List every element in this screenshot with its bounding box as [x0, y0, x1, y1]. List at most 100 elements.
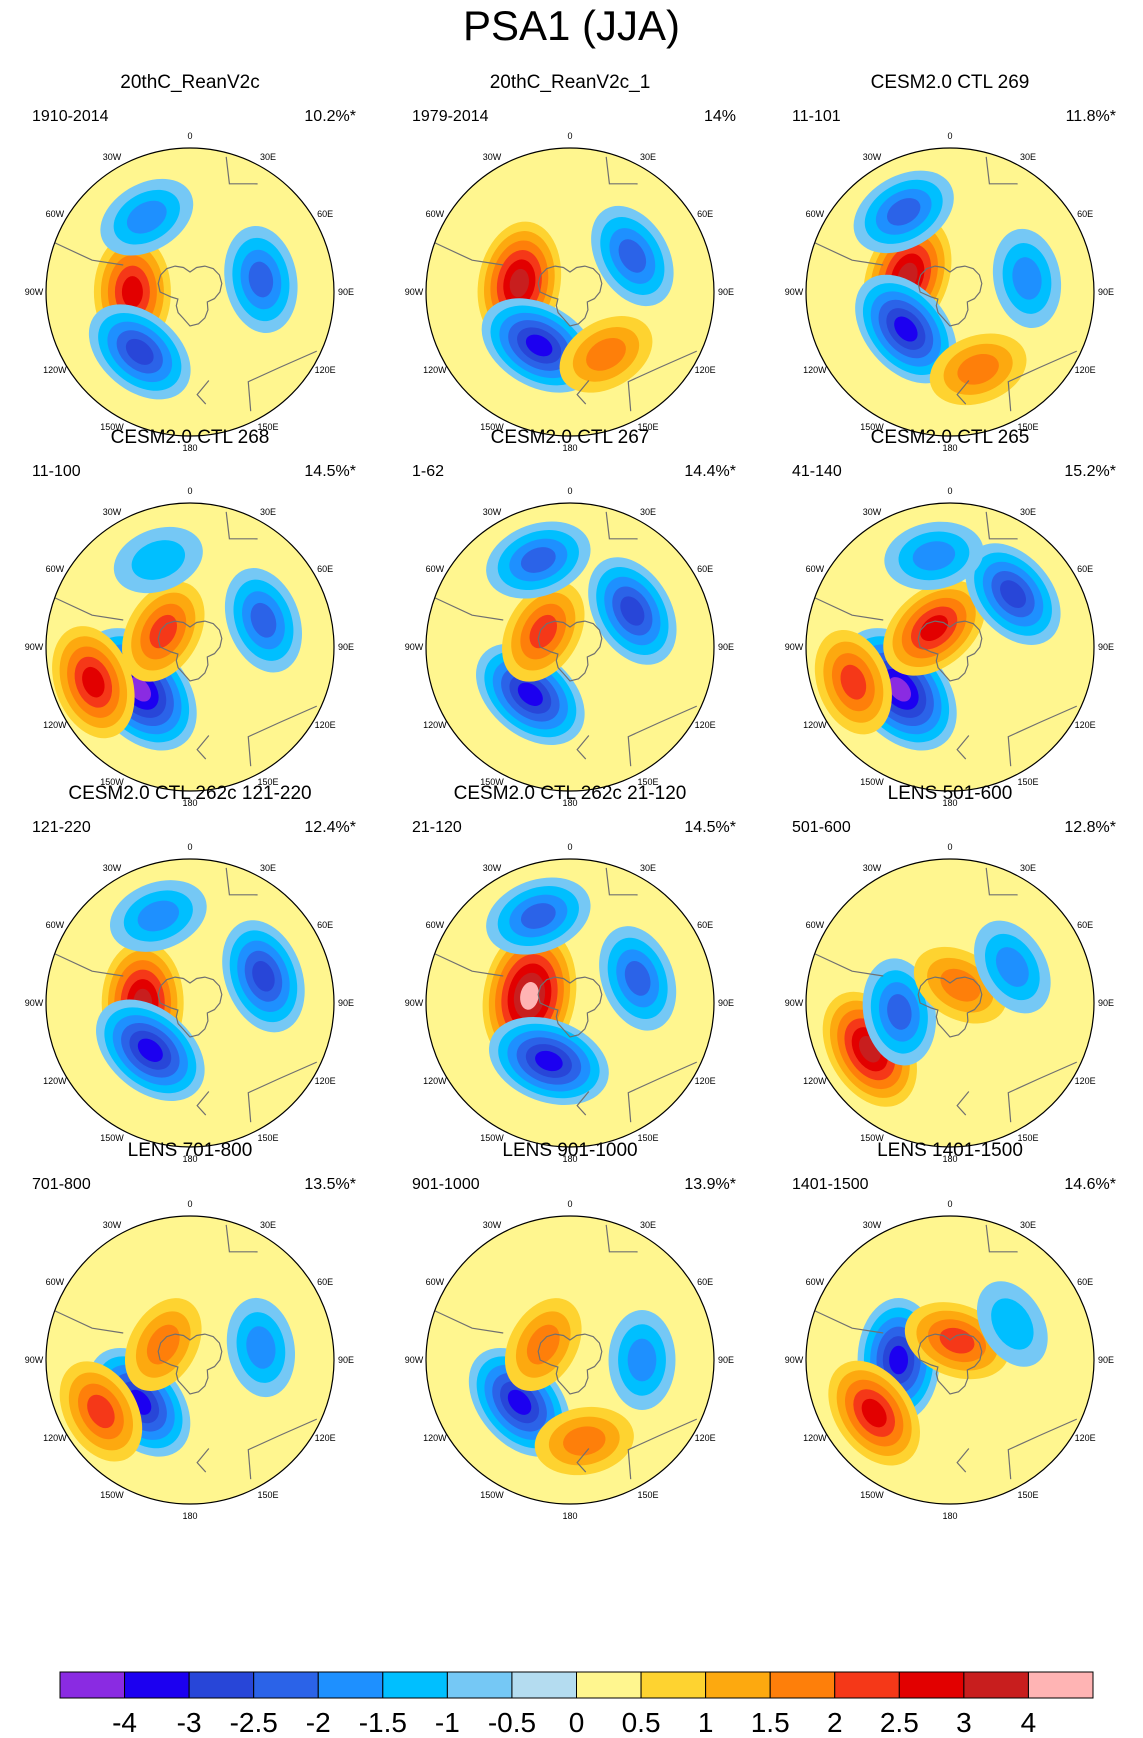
- map-panel: LENS 1401-1500 1401-1500 14.6%* 0 30E 60E 90E 1…: [770, 1140, 1130, 1540]
- longitude-label: 60W: [806, 1277, 825, 1287]
- longitude-label: 90W: [25, 998, 44, 1008]
- south-america-coastline: [814, 242, 884, 266]
- south-america-coastline: [434, 953, 504, 977]
- longitude-label: 0: [567, 131, 572, 141]
- longitude-label: 150E: [257, 1133, 278, 1143]
- contour-band: [520, 981, 539, 1010]
- longitude-label: 150E: [1017, 1133, 1038, 1143]
- colorbar-tick-label: -0.5: [488, 1707, 536, 1738]
- colorbar-swatch: [963, 1671, 1029, 1699]
- longitude-label: 30W: [103, 863, 122, 873]
- australia-coastline: [627, 1061, 698, 1123]
- panel-variance-percent: 12.8%*: [1064, 819, 1116, 836]
- longitude-label: 120W: [803, 1433, 827, 1443]
- longitude-label: 30W: [103, 507, 122, 517]
- longitude-label: 120E: [315, 1433, 336, 1443]
- panel-title: CESM2.0 CTL 265: [870, 427, 1030, 448]
- longitude-label: 60W: [806, 564, 825, 574]
- contour-band: [137, 900, 180, 932]
- longitude-label: 90E: [718, 1355, 734, 1365]
- longitude-label: 60W: [426, 1277, 445, 1287]
- longitude-label: 150E: [637, 1490, 658, 1500]
- longitude-label: 90W: [785, 642, 804, 652]
- south-america-coastline: [54, 953, 124, 977]
- longitude-label: 120E: [695, 1076, 716, 1086]
- longitude-label: 60E: [317, 209, 333, 219]
- panel-period: 1401-1500: [792, 1176, 869, 1193]
- longitude-label: 150W: [100, 1133, 124, 1143]
- panel-title: LENS 1401-1500: [877, 1140, 1023, 1161]
- longitude-label: 0: [947, 842, 952, 852]
- panel-variance-percent: 13.5%*: [304, 1176, 356, 1193]
- anomaly-center: [59, 1361, 143, 1462]
- longitude-label: 180: [182, 443, 197, 453]
- longitude-label: 120E: [315, 720, 336, 730]
- map-panel: CESM2.0 CTL 265 41-140 15.2%* 0 30E 60E 90E 120…: [770, 427, 1130, 827]
- longitude-label: 90E: [338, 642, 354, 652]
- longitude-label: 90W: [405, 642, 424, 652]
- anomaly-center: [113, 526, 203, 594]
- longitude-label: 30E: [640, 152, 656, 162]
- contour-band: [991, 1298, 1034, 1350]
- contour-band: [586, 337, 626, 371]
- colorbar-swatch: [511, 1671, 577, 1699]
- panel-period: 901-1000: [412, 1176, 480, 1193]
- polar-map: 0 30E 60E 90E 120E 150E 180 150W 120W 90W 60W 30W: [25, 1199, 354, 1521]
- map-border: [425, 1215, 715, 1505]
- map-panel: CESM2.0 CTL 267 1-62 14.4%* 0 30E 60E 90E 120E 1…: [390, 427, 750, 827]
- longitude-label: 90E: [1098, 998, 1114, 1008]
- africa-coastline: [605, 156, 638, 185]
- longitude-label: 150E: [1017, 422, 1038, 432]
- anomaly-center: [814, 629, 892, 735]
- africa-coastline: [985, 511, 1018, 540]
- longitude-label: 0: [567, 486, 572, 496]
- map-panel: CESM2.0 CTL 269 11-101 11.8%* 0 30E 60E 90E 120…: [770, 72, 1130, 472]
- longitude-label: 60W: [426, 209, 445, 219]
- anomaly-center: [226, 1297, 296, 1398]
- colorbar-tick-label: 0.5: [622, 1707, 661, 1738]
- colorbar-tick-label: -4: [112, 1707, 137, 1738]
- longitude-label: 120W: [43, 1076, 67, 1086]
- panel-period: 41-140: [792, 463, 842, 480]
- africa-coastline: [605, 867, 638, 896]
- anomaly-center: [488, 1017, 609, 1105]
- panel-title: 20thC_ReanV2c_1: [489, 72, 651, 93]
- antarctica-coastline: [157, 265, 223, 327]
- polar-map: 0 30E 60E 90E 120E 150E 180 150W 120W 90W 60W 30W: [785, 1199, 1114, 1521]
- longitude-label: 60E: [317, 920, 333, 930]
- longitude-label: 30W: [103, 152, 122, 162]
- longitude-label: 60E: [1077, 1277, 1093, 1287]
- longitude-label: 90E: [718, 287, 734, 297]
- contour-band: [131, 540, 186, 580]
- contour-band: [894, 316, 918, 342]
- colorbar-tick-label: 2.5: [880, 1707, 919, 1738]
- new-zealand-coastline: [956, 1091, 970, 1116]
- panel-title: CESM2.0 CTL 268: [110, 427, 270, 448]
- anomaly-center: [486, 521, 591, 599]
- map-panel: CESM2.0 CTL 262c 121-220 121-220 12.4%* 0 30…: [10, 783, 370, 1183]
- contour-band: [840, 664, 867, 700]
- longitude-label: 60E: [1077, 920, 1093, 930]
- map-border: [805, 502, 1095, 792]
- australia-coastline: [627, 705, 698, 767]
- new-zealand-coastline: [196, 1448, 210, 1473]
- polar-map: 0 30E 60E 90E 120E 150E 180 150W 120W 90W 60W 30W: [785, 486, 1114, 808]
- longitude-label: 60W: [46, 1277, 65, 1287]
- longitude-label: 0: [187, 1199, 192, 1209]
- map-border: [45, 502, 335, 792]
- polar-map: 0 30E 60E 90E 120E 150E 180 150W 120W 90W 60W 30W: [25, 842, 354, 1164]
- contour-band: [121, 276, 143, 308]
- anomaly-center: [588, 557, 677, 665]
- africa-coastline: [605, 1224, 638, 1253]
- longitude-label: 90E: [1098, 1355, 1114, 1365]
- panel-title: LENS 901-1000: [502, 1140, 638, 1161]
- south-america-coastline: [814, 1310, 884, 1334]
- anomaly-center: [992, 228, 1062, 329]
- longitude-label: 150E: [257, 422, 278, 432]
- australia-coastline: [1007, 350, 1078, 412]
- anomaly-center: [855, 274, 957, 384]
- longitude-label: 120E: [1075, 1076, 1096, 1086]
- contour-band: [912, 541, 956, 571]
- longitude-label: 150W: [860, 777, 884, 787]
- longitude-label: 30W: [483, 507, 502, 517]
